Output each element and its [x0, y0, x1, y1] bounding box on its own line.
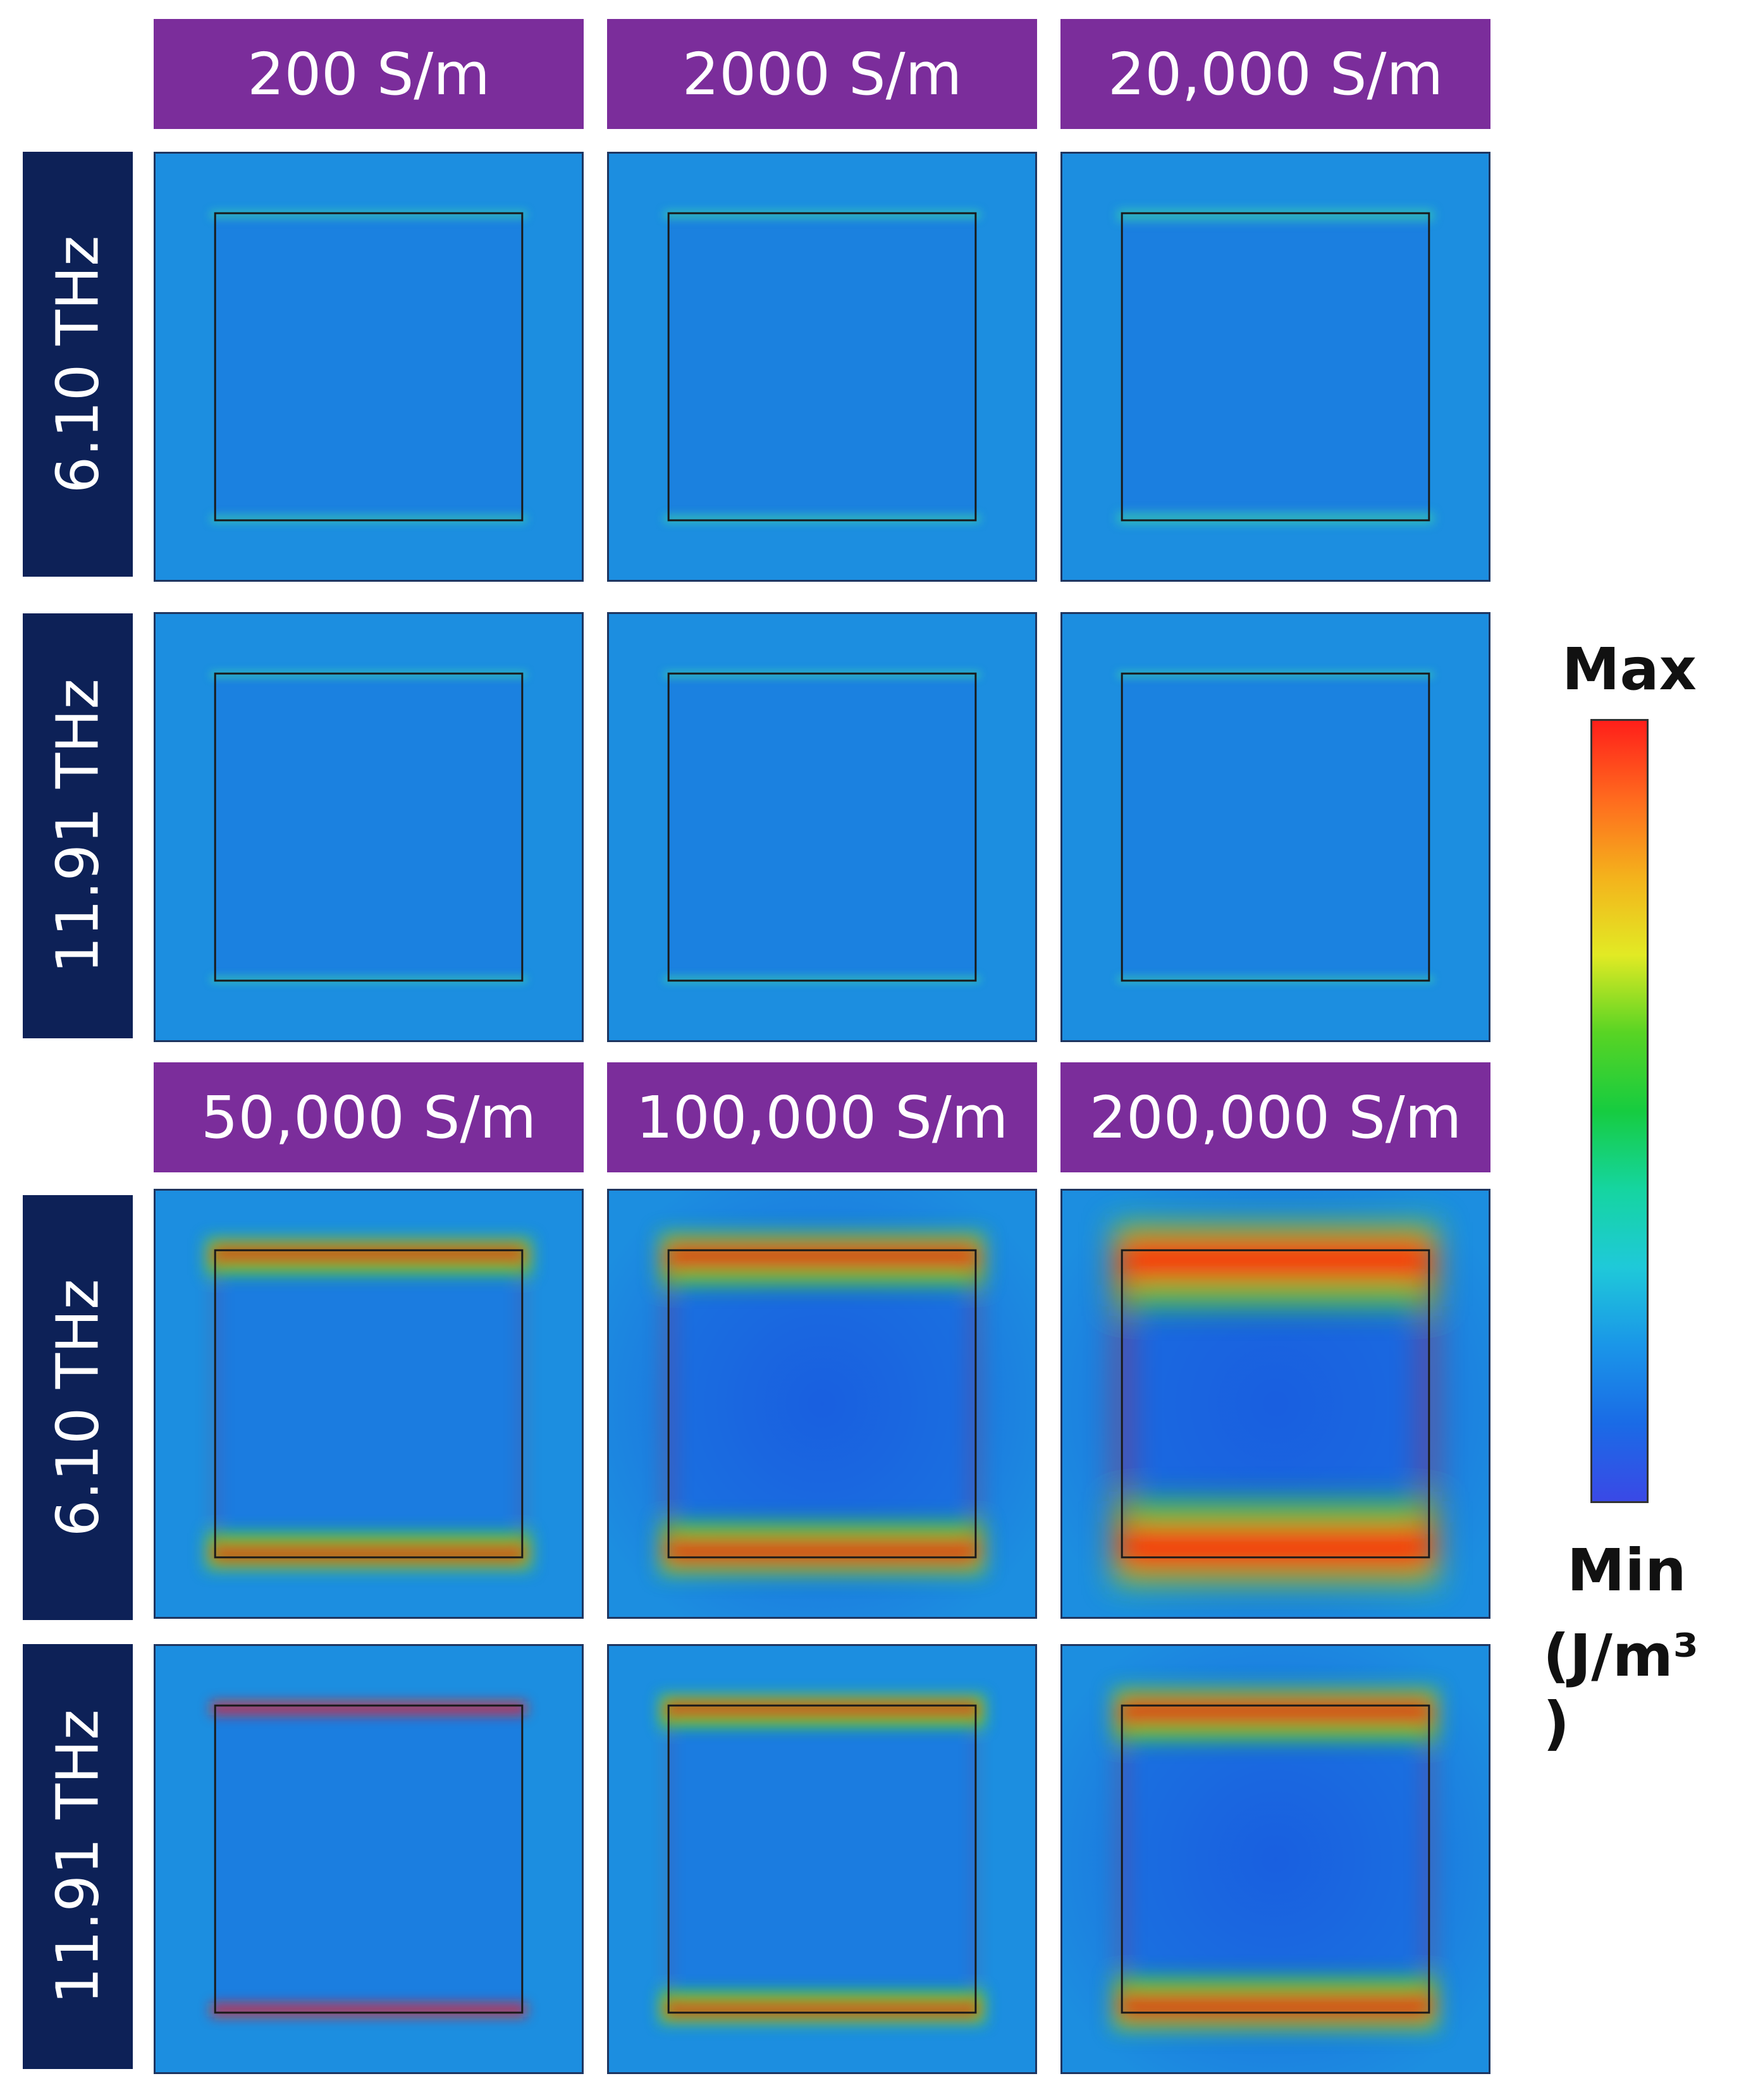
- colorbar-unit-label: (J/m³ ): [1543, 1622, 1699, 1757]
- field-panel-r1-c1: [154, 152, 584, 582]
- edge-hot-top: [211, 1244, 527, 1265]
- edge-hot-bottom: [664, 1999, 980, 2018]
- colorbar-min-label: Min: [1567, 1537, 1687, 1604]
- edge-hot-bottom: [1117, 976, 1434, 983]
- resonator-outline: [1121, 672, 1430, 982]
- column-header-2000: 2000 S/m: [607, 19, 1037, 129]
- resonator-outline: [214, 212, 524, 522]
- row-label-1: 6.10 THz: [23, 152, 133, 577]
- edge-hot-top: [1117, 1236, 1434, 1283]
- resonator-outline: [1121, 1249, 1430, 1559]
- field-interior: [215, 213, 522, 520]
- field-panel-r1-c2: [607, 152, 1037, 582]
- field-map: [156, 614, 582, 1040]
- field-interior: [668, 1250, 976, 1557]
- field-interior: [668, 673, 976, 981]
- resonator-outline: [214, 1704, 524, 2014]
- edge-hot-bottom: [664, 976, 980, 983]
- edge-hot-top: [664, 672, 980, 679]
- edge-hot-bottom: [664, 1537, 980, 1566]
- field-background: [156, 614, 582, 1040]
- field-panel-r2-c1: [154, 612, 584, 1042]
- field-interior: [1122, 213, 1429, 520]
- edge-hot-top: [664, 1700, 980, 1719]
- edge-hot-bottom: [211, 2003, 527, 2017]
- field-background: [156, 1646, 582, 2072]
- field-map: [609, 614, 1035, 1040]
- field-map: [609, 1646, 1035, 2072]
- edge-hot-bottom: [211, 515, 527, 523]
- field-interior: [1122, 673, 1429, 981]
- row-label-3: 6.10 THz: [23, 1195, 133, 1620]
- row-label-text-4: 11.91 THz: [44, 1709, 112, 2005]
- column-header-100000: 100,000 S/m: [607, 1062, 1037, 1172]
- field-background: [609, 154, 1035, 580]
- column-header-50000: 50,000 S/m: [154, 1062, 584, 1172]
- resonator-outline: [1121, 212, 1430, 522]
- field-map: [156, 1191, 582, 1617]
- resonator-outline: [1121, 1704, 1430, 2014]
- edge-hot-top: [1117, 210, 1434, 221]
- edge-hot-bottom: [664, 515, 980, 523]
- field-panel-r3-c3: [1060, 1189, 1490, 1619]
- row-label-text-2: 11.91 THz: [44, 678, 112, 974]
- field-panel-r4-c2: [607, 1644, 1037, 2074]
- field-panel-r3-c2: [607, 1189, 1037, 1619]
- edge-hot-bottom: [1117, 1525, 1434, 1571]
- row-label-text-1: 6.10 THz: [44, 235, 112, 493]
- resonator-outline: [667, 672, 977, 982]
- row-label-4: 11.91 THz: [23, 1644, 133, 2069]
- edge-hot-top: [211, 1701, 527, 1716]
- field-interior: [215, 1705, 522, 2013]
- edge-hot-top: [664, 211, 980, 219]
- edge-hot-bottom: [1117, 1992, 1434, 2022]
- edge-hot-top: [211, 672, 527, 679]
- resonator-outline: [214, 1249, 524, 1559]
- edge-hot-top: [1117, 672, 1434, 678]
- field-interior: [215, 1250, 522, 1557]
- field-map: [156, 1646, 582, 2072]
- edge-hot-top: [1117, 1697, 1434, 1726]
- resonator-outline: [667, 212, 977, 522]
- edge-hot-top: [211, 211, 527, 219]
- field-interior: [668, 1705, 976, 2013]
- row-label-2: 11.91 THz: [23, 613, 133, 1038]
- edge-hot-bottom: [211, 1543, 527, 1564]
- field-panel-r2-c3: [1060, 612, 1490, 1042]
- field-map: [609, 154, 1035, 580]
- colorbar-max-label: Max: [1562, 636, 1697, 703]
- field-map: [1062, 154, 1489, 580]
- column-header-200000: 200,000 S/m: [1060, 1062, 1490, 1172]
- resonator-outline: [667, 1249, 977, 1559]
- field-map: [156, 154, 582, 580]
- field-background: [1062, 154, 1489, 580]
- field-background: [156, 154, 582, 580]
- resonator-outline: [667, 1704, 977, 2014]
- field-interior: [668, 213, 976, 520]
- field-background: [1062, 614, 1489, 1040]
- field-panel-r4-c1: [154, 1644, 584, 2074]
- column-header-20000: 20,000 S/m: [1060, 19, 1490, 129]
- edge-hot-top: [664, 1241, 980, 1271]
- field-panel-r2-c2: [607, 612, 1037, 1042]
- field-map: [1062, 1646, 1489, 2072]
- field-panel-r3-c1: [154, 1189, 584, 1619]
- resonator-outline: [214, 672, 524, 982]
- field-panel-r1-c3: [1060, 152, 1490, 582]
- edge-hot-bottom: [211, 976, 527, 983]
- field-map: [1062, 1191, 1489, 1617]
- field-map: [1062, 614, 1489, 1040]
- field-interior: [215, 673, 522, 981]
- edge-hot-bottom: [1117, 513, 1434, 524]
- row-label-text-3: 6.10 THz: [44, 1279, 112, 1537]
- field-interior: [1122, 1705, 1429, 2013]
- field-panel-r4-c3: [1060, 1644, 1490, 2074]
- column-header-200: 200 S/m: [154, 19, 584, 129]
- field-map: [609, 1191, 1035, 1617]
- colorbar: [1590, 719, 1649, 1503]
- field-background: [609, 614, 1035, 1040]
